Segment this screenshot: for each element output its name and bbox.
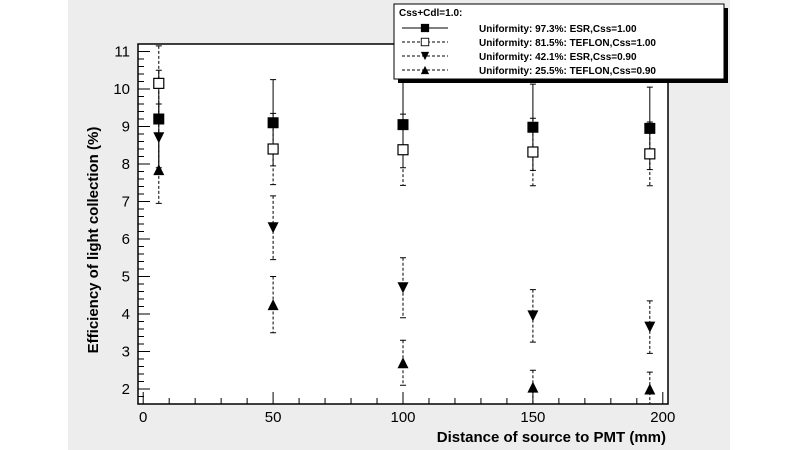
x-axis-label: Distance of source to PMT (mm) <box>437 429 666 446</box>
x-tick-labels: 0 50 100 150 200 <box>139 409 675 426</box>
x-tick-label: 150 <box>520 409 545 426</box>
legend-label: Uniformity: 81.5%: TEFLON,Css=1.00 <box>479 38 656 49</box>
y-tick-label: 6 <box>122 231 130 248</box>
legend-label: Uniformity: 25.5%: TEFLON,Css=0.90 <box>479 66 656 77</box>
triangle-down-marker <box>420 51 430 61</box>
open-square-marker <box>644 148 656 160</box>
y-tick-label: 7 <box>122 194 130 211</box>
data-series <box>153 45 656 404</box>
filled-square-marker <box>527 121 539 133</box>
triangle-up-marker <box>420 65 430 75</box>
series-group <box>153 103 656 354</box>
y-tick-label: 11 <box>114 44 130 61</box>
open-square-marker <box>397 144 409 156</box>
open-square-marker <box>267 143 279 155</box>
x-tick-label: 0 <box>139 409 147 426</box>
y-tick-label: 4 <box>122 306 130 323</box>
open-square-marker <box>153 77 165 89</box>
chart-canvas: 0 50 100 150 200 2 3 4 5 6 7 8 9 10 11 Distance of so… <box>68 0 730 450</box>
efficiency-chart: 0 50 100 150 200 2 3 4 5 6 7 8 9 10 11 Distance of so… <box>85 3 728 446</box>
series-group <box>153 135 656 404</box>
legend-entry: Uniformity: 81.5%: TEFLON,Css=1.00 <box>402 37 656 49</box>
triangle-up-marker <box>644 383 656 395</box>
y-tick-label: 8 <box>122 156 130 173</box>
legend-box <box>393 3 725 80</box>
legend-entry: Uniformity: 97.3%: ESR,Css=1.00 <box>402 23 637 35</box>
x-tick-label: 200 <box>650 409 675 426</box>
y-tick-labels: 2 3 4 5 6 7 8 9 10 11 <box>113 44 130 399</box>
triangle-down-marker <box>267 222 279 234</box>
triangle-down-marker <box>397 282 409 294</box>
legend-label: Uniformity: 42.1%: ESR,Css=0.90 <box>479 52 637 63</box>
axis-ticks <box>138 51 664 404</box>
x-tick-label: 100 <box>390 409 415 426</box>
open-square-marker <box>420 37 430 47</box>
y-tick-label: 9 <box>122 119 130 136</box>
y-tick-label: 5 <box>122 269 130 286</box>
series-group <box>153 45 656 187</box>
legend-header: Css+Cdl=1.0: <box>399 8 462 19</box>
triangle-up-marker <box>397 357 409 369</box>
y-tick-label: 10 <box>113 81 130 98</box>
triangle-up-marker <box>153 164 165 176</box>
legend-entry: Uniformity: 25.5%: TEFLON,Css=0.90 <box>402 65 656 77</box>
x-tick-label: 50 <box>265 409 282 426</box>
legend-entries: Uniformity: 97.3%: ESR,Css=1.00 Uniformit… <box>402 23 656 77</box>
filled-square-marker <box>267 117 279 129</box>
legend-label: Uniformity: 97.3%: ESR,Css=1.00 <box>479 24 637 35</box>
triangle-down-marker <box>527 310 539 322</box>
legend-entry: Uniformity: 42.1%: ESR,Css=0.90 <box>402 51 637 63</box>
y-tick-label: 3 <box>122 344 130 361</box>
y-tick-label: 2 <box>122 381 130 398</box>
triangle-up-marker <box>267 299 279 311</box>
legend: Css+Cdl=1.0: Uniformity: 97.3%: ESR,Css=… <box>393 3 728 83</box>
triangle-up-marker <box>527 381 539 393</box>
open-square-marker <box>527 146 539 158</box>
filled-square-marker <box>420 23 430 33</box>
triangle-down-marker <box>644 321 656 333</box>
y-axis-label: Efficiency of light collection (%) <box>85 127 102 354</box>
